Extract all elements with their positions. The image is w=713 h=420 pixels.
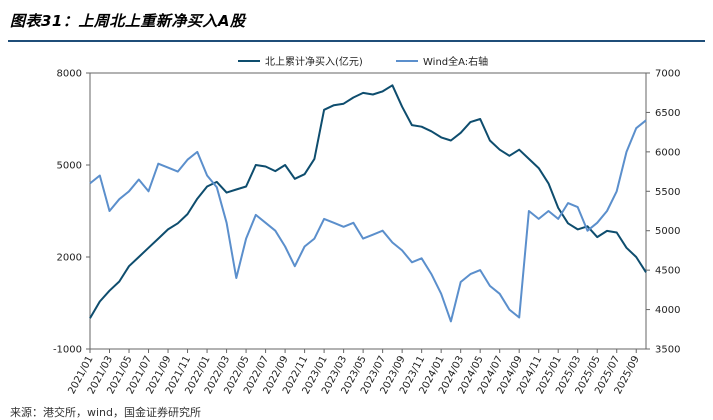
y-right-tick-label: 4000 (655, 305, 680, 316)
series-line-winda (89, 119, 647, 323)
chart-title: 图表31：上周北上重新净买入A股 (10, 12, 246, 30)
y-right-tick-label: 4500 (655, 266, 680, 277)
y-right-tick-label: 7000 (655, 69, 680, 80)
legend-label: 北上累计净买入(亿元) (265, 55, 363, 68)
y-right-tick-label: 5500 (655, 187, 680, 198)
y-right-tick-label: 3500 (655, 345, 680, 356)
series-line-northbound (89, 84, 647, 319)
y-right-tick-label: 6500 (655, 108, 680, 119)
source-note: 来源：港交所，wind，国金证券研究所 (10, 406, 202, 419)
title-underline (8, 40, 705, 42)
y-right-tick-label: 6000 (655, 147, 680, 158)
chart-legend: 北上累计净买入(亿元) Wind全A:右轴 (238, 55, 488, 68)
chart-axes: -1000 2000 5000 8000 3500 4000 4500 5000 5500 600… (53, 69, 681, 397)
y-left-tick-label: 8000 (57, 69, 82, 80)
y-left-tick-label: 2000 (57, 253, 82, 264)
plot-frame (89, 72, 647, 350)
legend-label: Wind全A:右轴 (423, 55, 488, 68)
y-right-tick-label: 5000 (655, 226, 680, 237)
y-left-tick-label: 5000 (57, 161, 82, 172)
y-left-tick-label: -1000 (53, 345, 82, 356)
line-chart: -1000 2000 5000 8000 3500 4000 4500 5000 5500 600… (53, 55, 681, 397)
chart-series (89, 84, 647, 323)
